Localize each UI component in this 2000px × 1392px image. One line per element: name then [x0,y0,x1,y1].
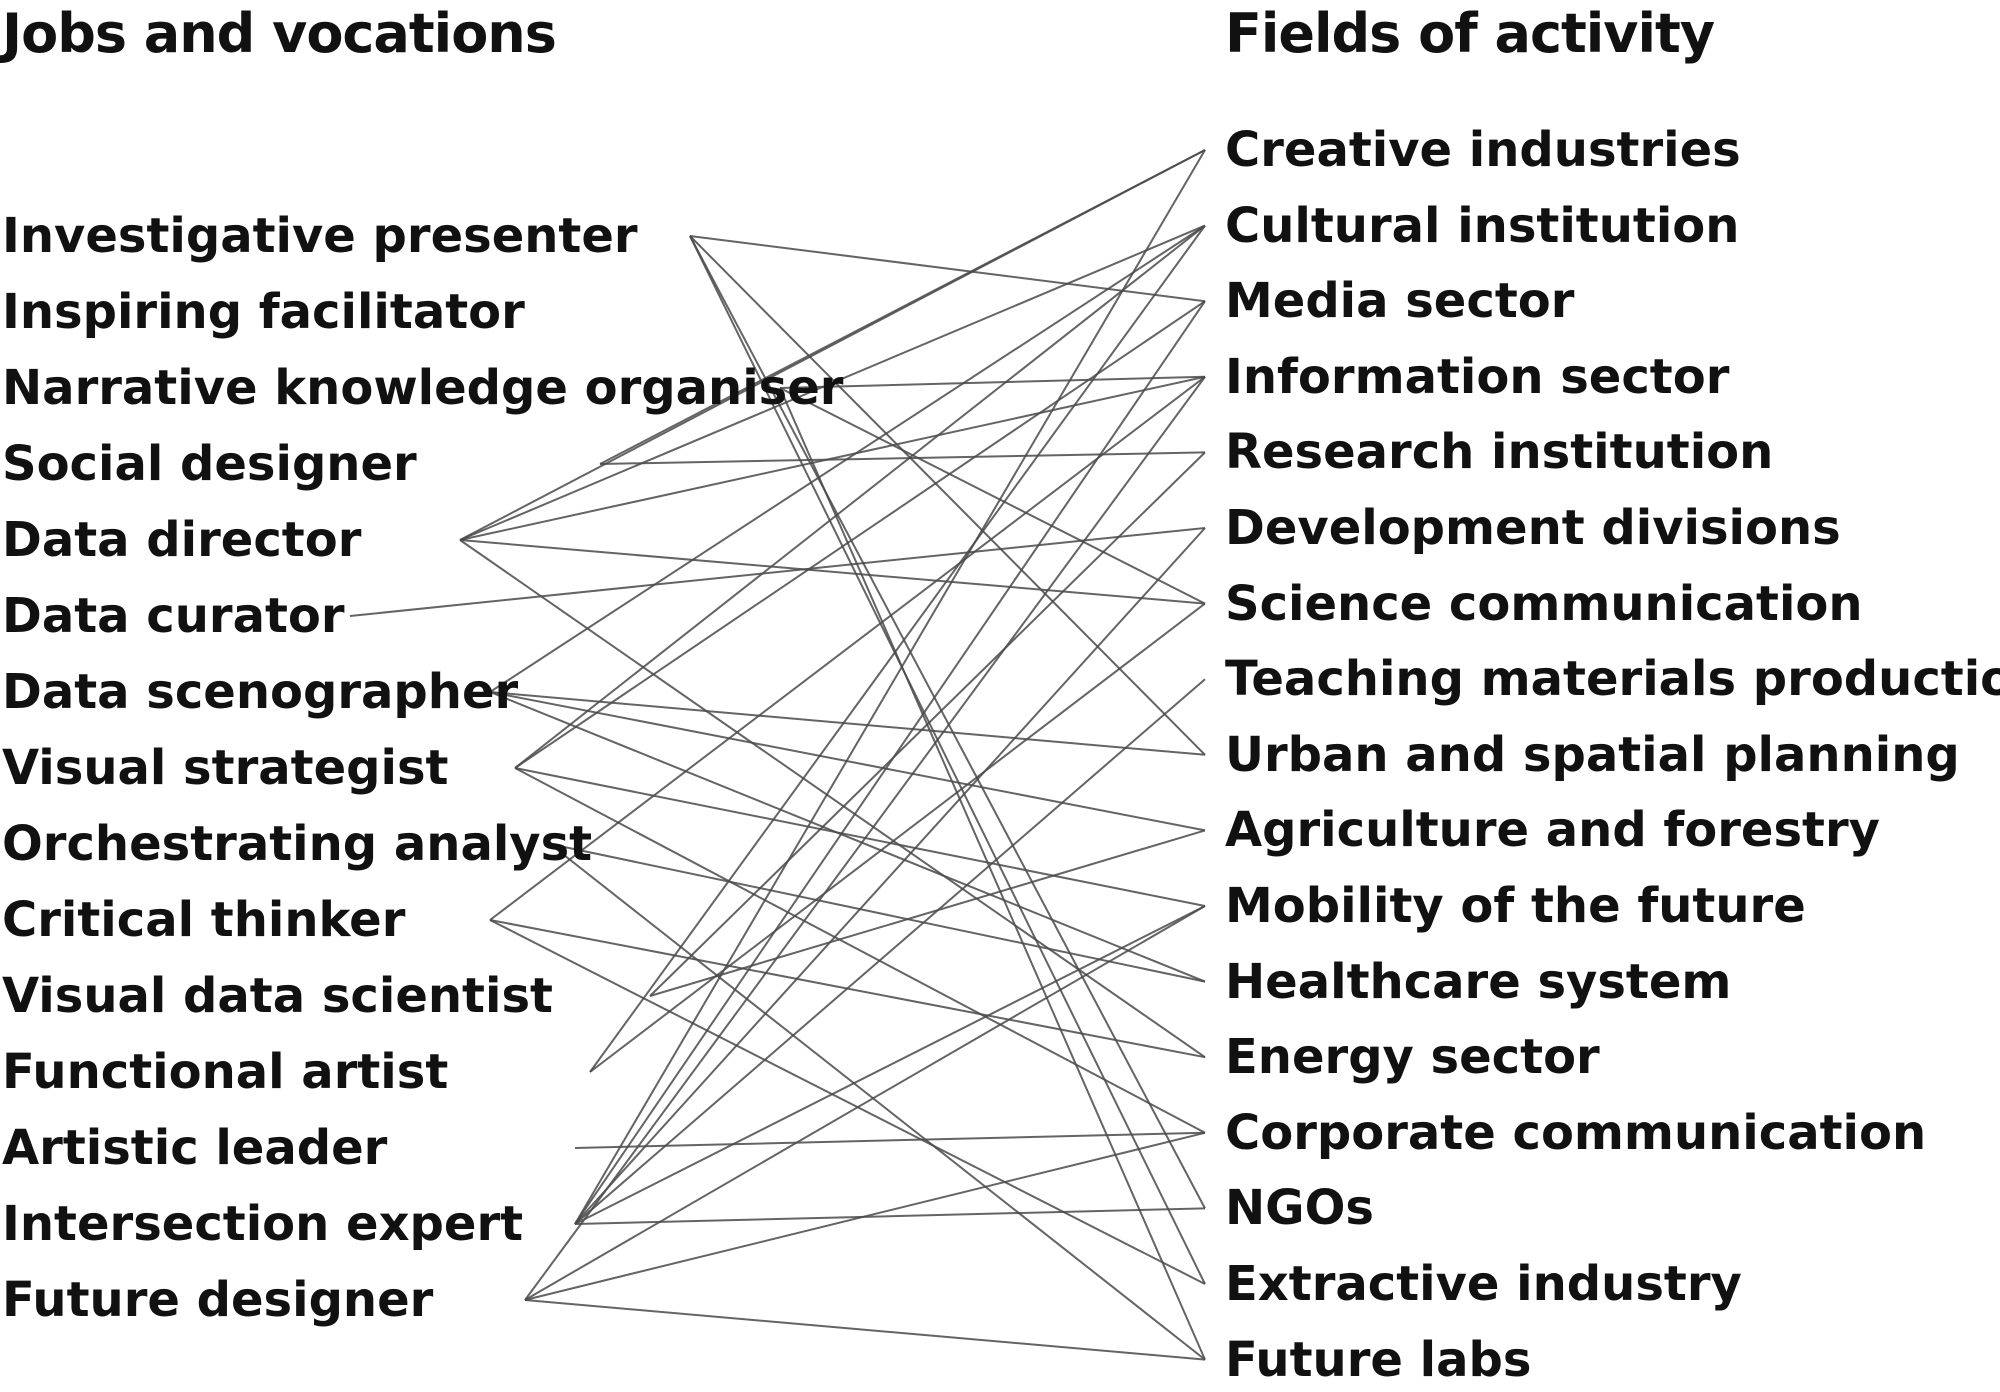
job-investigative-presenter: Investigative presenter [2,208,638,264]
job-critical-thinker: Critical thinker [2,892,406,948]
job-data-scenographer: Data scenographer [2,664,519,720]
field-mobility-of-the-future: Mobility of the future [1225,878,1806,934]
field-research-institution: Research institution [1225,424,1774,481]
link-data-curator-to-development-divisions [349,527,1206,617]
link-visual-strategist-to-corporate-communication [514,767,1206,1134]
link-visual-strategist-to-media-sector [514,300,1206,769]
link-intersection-expert-to-ngos [574,1207,1206,1225]
link-data-director-to-creative-industries [459,149,1206,541]
link-visual-data-scientist-to-agriculture-and-forestry [649,829,1206,997]
field-extractive-industry: Extractive industry [1225,1256,1742,1312]
link-future-designer-to-information-sector [524,376,1206,1301]
link-future-designer-to-future-labs [524,1299,1206,1361]
field-teaching-materials-production: Teaching materials production [1225,651,2000,708]
link-orchestrating-analyst-to-future-labs [549,843,1206,1361]
field-agriculture-and-forestry: Agriculture and forestry [1225,802,1880,859]
job-data-director: Data director [2,512,362,568]
field-urban-and-spatial-planning: Urban and spatial planning [1225,726,1960,783]
job-orchestrating-analyst: Orchestrating analyst [2,816,593,872]
job-visual-strategist: Visual strategist [2,740,449,796]
link-critical-thinker-to-extractive-industry [489,919,1206,1285]
link-future-designer-to-corporate-communication [524,1131,1206,1301]
field-information-sector: Information sector [1225,348,1730,405]
link-artistic-leader-to-corporate-communication [574,1131,1206,1149]
link-data-scenographer-to-urban-and-spatial-planning [489,691,1206,756]
link-intersection-expert-to-teaching-materials-production [574,678,1206,1225]
field-science-communication: Science communication [1225,575,1863,632]
link-data-director-to-energy-sector [459,539,1206,1059]
fields-heading: Fields of activity [1225,2,1715,65]
link-intersection-expert-to-development-divisions [574,527,1206,1225]
link-intersection-expert-to-creative-industries [574,149,1206,1225]
link-functional-artist-to-science-communication [589,602,1206,1073]
job-social-designer: Social designer [2,436,417,492]
link-data-scenographer-to-healthcare-system [489,691,1206,983]
link-data-scenographer-to-cultural-institution [489,224,1206,693]
field-healthcare-system: Healthcare system [1225,953,1732,1010]
job-artistic-leader: Artistic leader [2,1120,388,1176]
field-creative-industries: Creative industries [1225,122,1741,178]
link-narrative-knowledge-organiser-to-information-sector [779,375,1206,389]
job-data-curator: Data curator [2,588,345,644]
link-data-director-to-cultural-institution [459,224,1206,541]
field-corporate-communication: Corporate communication [1225,1104,1927,1161]
link-functional-artist-to-cultural-institution [589,225,1206,1073]
link-narrative-knowledge-organiser-to-future-labs [779,387,1206,1361]
job-intersection-expert: Intersection expert [2,1196,524,1252]
link-data-director-to-information-sector [459,375,1206,541]
link-investigative-presenter-to-ngos [689,235,1206,1209]
link-narrative-knowledge-organiser-to-science-communication [779,387,1206,605]
job-visual-data-scientist: Visual data scientist [2,968,553,1024]
job-inspiring-facilitator: Inspiring facilitator [2,284,525,340]
link-visual-data-scientist-to-research-institution [649,451,1206,997]
link-investigative-presenter-to-media-sector [689,235,1206,303]
link-visual-strategist-to-cultural-institution [514,224,1206,769]
field-development-divisions: Development divisions [1225,500,1841,556]
field-cultural-institution: Cultural institution [1225,197,1740,254]
job-functional-artist: Functional artist [2,1044,449,1100]
link-critical-thinker-to-information-sector [489,376,1206,921]
link-orchestrating-analyst-to-healthcare-system [549,843,1206,983]
field-ngos: NGOs [1225,1180,1374,1237]
field-energy-sector: Energy sector [1225,1029,1600,1086]
link-data-director-to-science-communication [459,539,1206,605]
field-future-labs: Future labs [1225,1331,1532,1388]
jobs-heading: Jobs and vocations [2,2,557,65]
job-future-designer: Future designer [2,1272,434,1328]
link-future-designer-to-mobility-of-the-future [524,905,1206,1301]
link-intersection-expert-to-mobility-of-the-future [574,905,1206,1225]
job-narrative-knowledge-organiser: Narrative knowledge organiser [2,360,844,416]
link-intersection-expert-to-media-sector [574,300,1206,1225]
field-media-sector: Media sector [1225,273,1575,330]
link-investigative-presenter-to-extractive-industry [689,235,1206,1285]
link-visual-strategist-to-mobility-of-the-future [514,767,1206,907]
